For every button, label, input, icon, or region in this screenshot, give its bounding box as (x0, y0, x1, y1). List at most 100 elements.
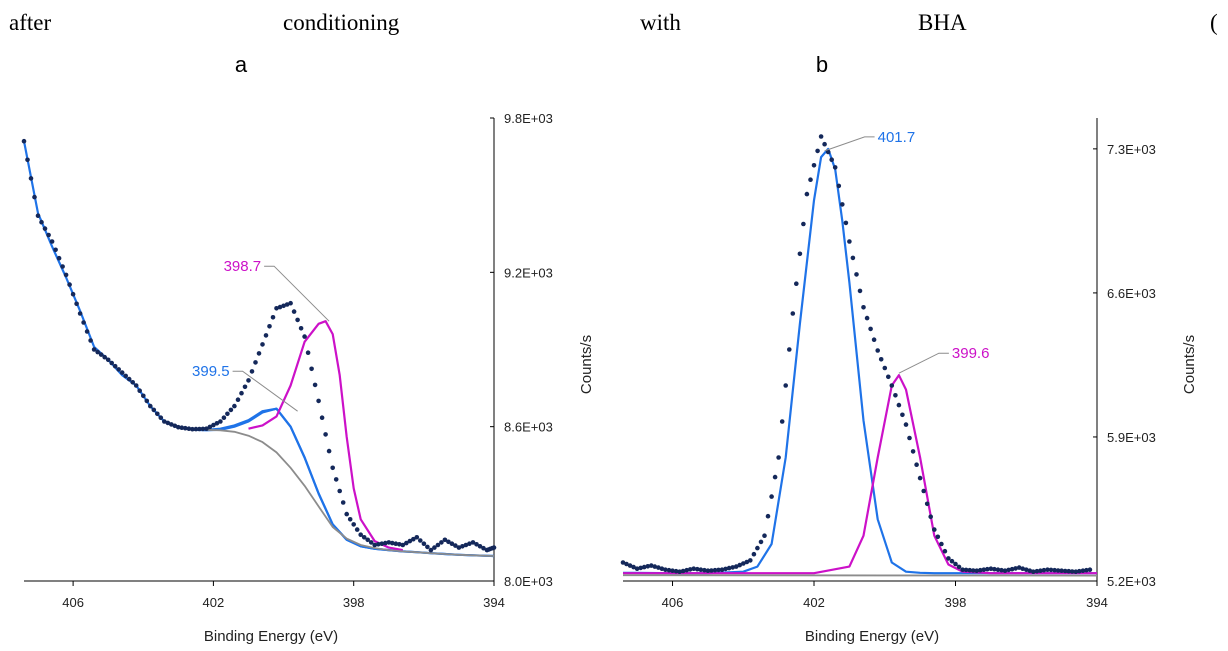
panel-a-data-point (435, 542, 441, 548)
panel-a-data-point (463, 542, 469, 548)
panel-b-data-point (900, 412, 905, 418)
panel-b-data-point (818, 134, 824, 139)
panel-a-data-point (312, 382, 318, 388)
panel-a-data-point (98, 352, 104, 357)
panel-a-data-point (148, 403, 153, 409)
panel-a-data-point (137, 388, 142, 394)
panel-b-data-point (903, 422, 909, 427)
panel-b-data-point (1034, 568, 1040, 574)
panel-a-data-point (228, 407, 234, 413)
panel-b-data-point (861, 305, 866, 310)
panel-b-data-point (974, 568, 979, 573)
panel-b-data-point (698, 567, 704, 572)
panel-b-data-point (744, 559, 750, 565)
panel-b-data-point (988, 566, 994, 571)
panel-a-data-point (274, 306, 279, 311)
panel-b-data-point (1055, 568, 1061, 573)
panel-b-data-point (804, 191, 810, 197)
panel-b-data-point (967, 567, 972, 573)
panel-b-annotation-leader (898, 352, 949, 374)
panel-b-annotation-leader (824, 136, 875, 152)
panel-a-data-point (67, 282, 72, 287)
panel-b-data-point (932, 527, 937, 532)
panel-a-x-tick-label: 394 (483, 595, 505, 610)
panel-a-data-point (105, 357, 111, 363)
caption-word-5: ( (1210, 10, 1218, 35)
panel-b-x-axis-title: Binding Energy (eV) (805, 628, 939, 645)
panel-b-data-point (656, 565, 661, 570)
panel-a-data-point (460, 544, 465, 549)
panel-a-data-point (386, 540, 392, 545)
panel-a-data-point (218, 419, 223, 424)
panel-b-data-point (705, 568, 711, 573)
panel-b-data-point (1038, 568, 1043, 573)
panel-b-data-point (981, 567, 987, 572)
panel-b-data-point (1013, 566, 1018, 571)
panel-b-fit-component-line-401-7 (622, 147, 1097, 575)
panel-a-data-point (365, 537, 371, 543)
panel-a-background-line (206, 428, 495, 557)
panel-b-data-point (677, 569, 682, 574)
panel-b-y-tick-label: 7.3E+03 (1107, 142, 1156, 157)
panel-a-data-point (421, 541, 427, 546)
panel-a-data-point (81, 320, 86, 325)
panel-b-data-point (1062, 568, 1068, 574)
panel-b-data-point (808, 177, 813, 182)
panel-a-y-tick-label: 8.6E+03 (504, 420, 553, 435)
panel-b-data-point (1006, 567, 1011, 573)
panel-a-data-point (449, 541, 455, 546)
panel-b-x-tick-label: 398 (945, 595, 967, 610)
panel-b-data-point (836, 183, 842, 189)
panel-a-data-point (305, 350, 311, 356)
panel-b-data-point (790, 311, 796, 316)
panel-a-fit-component-line-399-5 (192, 407, 495, 558)
panel-b-data-point (896, 402, 902, 408)
panel-a-data-point (74, 301, 79, 307)
panel-a-data-point (260, 342, 265, 347)
panel-a-letter: a (235, 52, 248, 77)
caption-line: after conditioning with BHA ( (0, 10, 1228, 50)
panel-b-data-point (680, 568, 686, 574)
panel-b-data-point (1031, 569, 1036, 574)
panel-b-data-point (748, 558, 753, 563)
panel-b-data-point (995, 567, 1001, 572)
panel-b-data-point (1073, 569, 1079, 574)
panel-b-peak-label: 401.7 (878, 129, 916, 146)
panel-a-data-point (151, 407, 157, 413)
panel-a-data-point (491, 545, 497, 550)
panel-b-data-point (956, 564, 962, 570)
panel-a-data-point (344, 511, 350, 517)
panel-b-fit-component-line-399-6 (623, 374, 1097, 575)
panel-a-data-point (88, 338, 93, 343)
panel-a-data-point (467, 541, 472, 546)
panel-a-data-point (267, 324, 272, 329)
panel-b-data-point (751, 551, 757, 557)
panel-a-y-tick-label: 8.0E+03 (504, 574, 553, 589)
panel-a-fit-component-line-398-7 (248, 320, 403, 552)
caption-word-4: BHA (918, 10, 967, 35)
panel-b-data-point (886, 374, 891, 380)
panel-a-data-point (46, 232, 51, 238)
panel-b-data-point (776, 455, 781, 460)
panel-a-data-point (351, 522, 357, 527)
panel-b-data-point (1048, 567, 1054, 573)
panel-a-data-point (165, 420, 171, 426)
panel-a-data-point (428, 547, 434, 553)
panel-a-data-point (432, 545, 437, 550)
panel-b-data-point (765, 513, 771, 519)
panel-b-data-point (864, 315, 870, 321)
panel-a-data-point (281, 303, 286, 309)
panel-a-x-tick-label: 406 (62, 595, 84, 610)
panel-b-data-point (723, 566, 728, 572)
panel-a-data-point (256, 351, 262, 356)
panel-b-data-point (709, 568, 714, 573)
panel-b-data-point (666, 567, 672, 573)
panel-a-data-point (390, 540, 395, 546)
panel-a-data-point (340, 500, 346, 505)
panel-b-data-point (921, 488, 926, 494)
panel-a-data-point (446, 539, 451, 545)
panel-b-data-point (659, 566, 665, 571)
panel-a-data-point (42, 226, 48, 231)
panel-b-data-point (762, 533, 767, 538)
panel-a-x-tick-label: 398 (343, 595, 365, 610)
